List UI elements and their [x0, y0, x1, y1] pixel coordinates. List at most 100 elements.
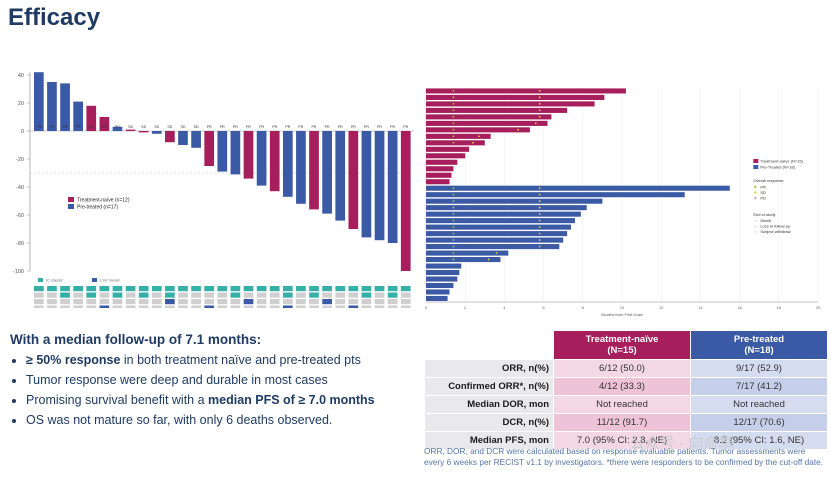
- x-tick-label: 18: [777, 305, 782, 310]
- cohort-cell: [112, 305, 123, 308]
- table-row: Confirmed ORR*, n(%) 4/12 (33.3) 7/17 (41.…: [424, 377, 828, 396]
- cohort-cell: [125, 299, 136, 305]
- response-marker: [452, 187, 455, 190]
- cohort-cell: [243, 292, 254, 298]
- response-marker: [452, 219, 455, 222]
- cohort-cell: [348, 292, 359, 298]
- cohort-cell: [282, 299, 293, 305]
- bullet-os: OS was not mature so far, with only 6 de…: [26, 413, 410, 427]
- cohort-cell: [361, 292, 372, 298]
- cohort-cell: [34, 292, 44, 298]
- cohort-cell: [387, 286, 398, 292]
- cohort-cell: [230, 286, 241, 292]
- swimmer-bar: [426, 153, 466, 159]
- cohort-cell: [73, 305, 84, 308]
- x-tick-label: 14: [698, 305, 703, 310]
- cohort-cell: [282, 305, 293, 308]
- response-marker: [495, 252, 498, 254]
- cohort-cell: [217, 292, 228, 298]
- bar-response-label: PR: [259, 125, 264, 129]
- watermark: 公众号 · 向俞隼: [630, 435, 734, 452]
- response-marker: [452, 232, 455, 235]
- cohort-label: LSV model: [100, 278, 120, 283]
- response-marker: [478, 135, 480, 138]
- response-marker: [452, 128, 455, 131]
- cohort-cell: [230, 299, 241, 305]
- legend-swatch: [753, 159, 759, 163]
- legend-marker: [754, 191, 757, 194]
- x-tick-label: 2: [464, 305, 467, 310]
- swimmer-bar: [426, 244, 560, 250]
- col-pretreated-label: Pre-treated (N=18): [733, 334, 785, 356]
- cohort-cell: [296, 292, 306, 298]
- cohort-cell: [374, 286, 385, 292]
- bullet-response-strong: ≥ 50% response: [26, 353, 121, 367]
- y-tick-label: 20: [18, 101, 24, 107]
- response-marker: [452, 141, 455, 144]
- treatment-naive-value: 11/12 (91.7): [553, 413, 691, 432]
- swimmer-bar: [426, 211, 581, 217]
- response-marker: [538, 213, 541, 215]
- bar-response-label: SD: [180, 125, 185, 129]
- legend-label: Death: [760, 218, 771, 223]
- cohort-cell: [296, 305, 306, 308]
- waterfall-bar: [204, 131, 215, 166]
- swimmer-plot: 0 2 4 6 8 10 12 14 16 18 20 Months from First Dose T…: [425, 88, 821, 317]
- swimmer-bar: [426, 257, 501, 263]
- cohort-cell: [230, 305, 241, 308]
- col-treatment-naive-label: Treatment-naïve (N=15): [585, 334, 659, 356]
- response-marker: [538, 115, 541, 118]
- y-tick-label: -100: [13, 269, 24, 275]
- cohort-cell: [99, 292, 110, 298]
- cohort-cell: [322, 299, 332, 305]
- cohort-cell: [191, 292, 201, 298]
- y-tick-label: -60: [16, 213, 24, 219]
- cohort-cell: [138, 292, 149, 298]
- x-tick-label: 6: [542, 305, 545, 310]
- response-marker: [538, 187, 541, 190]
- cohort-cell: [86, 286, 97, 292]
- legend-marker: [754, 196, 757, 200]
- cohort-cell: [243, 305, 254, 308]
- table-row: Median PFS, mon 7.0 (95% CI: 2.8, NE) 8.3 …: [424, 431, 828, 450]
- x-tick-label: 12: [659, 305, 664, 310]
- cohort-cell: [73, 299, 84, 305]
- bar-response-label: PD: [115, 125, 120, 129]
- cohort-cell: [191, 305, 201, 308]
- waterfall-bar: [47, 82, 57, 131]
- response-marker: [538, 239, 541, 241]
- cohort-cell: [165, 286, 175, 292]
- swimmer-bar: [426, 205, 587, 211]
- cohort-cell: [309, 292, 319, 298]
- cohort-cell: [335, 286, 346, 292]
- swimmer-bar: [426, 276, 458, 282]
- swimmer-bar: [426, 198, 603, 204]
- bar-response-label: PR: [63, 125, 68, 129]
- swimmer-bar: [426, 146, 470, 152]
- bar-response-label: PR: [351, 125, 356, 129]
- response-marker: [538, 245, 541, 248]
- cohort-cell: [361, 286, 372, 292]
- cohort-cell: [151, 292, 162, 298]
- cohort-cell: [348, 286, 359, 292]
- bar-response-label: PR: [220, 125, 225, 129]
- legend-label: PR: [760, 185, 766, 190]
- cohort-cell: [322, 305, 332, 308]
- cohort-cell: [112, 292, 123, 298]
- waterfall-bar: [151, 131, 162, 134]
- treatment-naive-value: 6/12 (50.0): [553, 359, 691, 378]
- waterfall-bar: [269, 131, 280, 192]
- waterfall-bar: [387, 131, 398, 243]
- bar-response-label: SD: [102, 125, 107, 129]
- cohort-swatch: [92, 278, 97, 282]
- cohort-cell: [151, 305, 162, 308]
- cohort-cell: [387, 292, 398, 298]
- bar-response-label: SD: [167, 125, 172, 129]
- cohort-cell: [73, 292, 84, 298]
- pretreated-value: Not reached: [690, 395, 828, 414]
- swimmer-bar: [426, 218, 575, 224]
- cohort-cell: [217, 286, 228, 292]
- response-marker: [452, 200, 455, 202]
- cohort-cell: [400, 305, 411, 308]
- bar-response-label: PR: [403, 125, 408, 129]
